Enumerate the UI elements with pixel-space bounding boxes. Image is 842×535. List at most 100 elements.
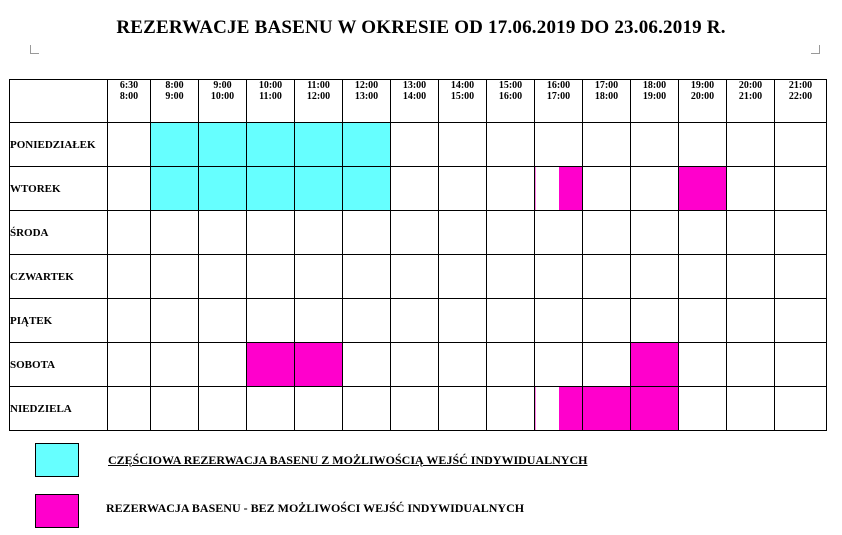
time-slot-end: 8:00 (119, 91, 139, 102)
time-slot-start: 8:00 (165, 80, 184, 91)
time-cell (726, 342, 775, 387)
time-slot-header: 10:00 11:00 (246, 79, 295, 123)
time-cell (438, 342, 487, 387)
margin-mark-left (30, 45, 39, 54)
time-cell (678, 210, 727, 255)
time-cell (678, 386, 727, 431)
time-cell (630, 122, 679, 167)
time-cell (342, 254, 391, 299)
time-cell (534, 210, 583, 255)
day-label: NIEDZIELA (9, 386, 108, 431)
time-cell (726, 298, 775, 343)
time-cell (582, 210, 631, 255)
reservation-table: 6:30 8:00 8:00 9:00 9:00 10:00 10:00 11:00 11:00… (9, 79, 827, 431)
time-cell-partial-reservation (246, 122, 295, 167)
time-slot-header: 8:00 9:00 (150, 79, 199, 123)
legend-swatch-full (35, 494, 79, 528)
time-slot-end: 20:00 (690, 91, 715, 102)
time-slot-start: 18:00 (642, 80, 667, 91)
time-cell (774, 298, 827, 343)
day-label: WTOREK (9, 166, 108, 211)
time-cell (390, 254, 439, 299)
time-cell (342, 386, 391, 431)
time-cell (390, 342, 439, 387)
time-cell (198, 210, 247, 255)
time-cell (438, 298, 487, 343)
time-cell (726, 386, 775, 431)
day-label: SOBOTA (9, 342, 108, 387)
time-cell-full-reservation (630, 342, 679, 387)
time-cell (390, 386, 439, 431)
time-slot-header: 6:30 8:00 (107, 79, 151, 123)
time-cell (198, 386, 247, 431)
time-slot-end: 9:00 (165, 91, 184, 102)
time-cell (107, 386, 151, 431)
legend-swatch-partial (35, 443, 79, 477)
day-label: CZWARTEK (9, 254, 108, 299)
time-slot-start: 10:00 (258, 80, 283, 91)
time-slot-start: 21:00 (788, 80, 813, 91)
time-slot-end: 15:00 (450, 91, 475, 102)
time-cell (107, 342, 151, 387)
time-slot-header: 19:00 20:00 (678, 79, 727, 123)
time-cell-half-full-reservation (534, 166, 583, 211)
time-slot-header: 9:00 10:00 (198, 79, 247, 123)
time-cell (107, 254, 151, 299)
time-cell (150, 298, 199, 343)
time-cell (630, 298, 679, 343)
time-slot-start: 15:00 (498, 80, 523, 91)
time-cell-full-reservation (246, 342, 295, 387)
time-slot-header: 11:00 12:00 (294, 79, 343, 123)
time-cell (534, 342, 583, 387)
time-slot-start: 19:00 (690, 80, 715, 91)
time-slot-end: 12:00 (306, 91, 331, 102)
time-cell (342, 342, 391, 387)
time-cell (630, 166, 679, 211)
time-cell (246, 254, 295, 299)
time-slot-start: 9:00 (213, 80, 232, 91)
time-cell (107, 122, 151, 167)
time-cell (486, 210, 535, 255)
time-cell (294, 254, 343, 299)
time-cell (246, 298, 295, 343)
time-cell (486, 342, 535, 387)
time-cell (774, 122, 827, 167)
time-cell (150, 254, 199, 299)
time-cell (390, 298, 439, 343)
time-slot-start: 13:00 (402, 80, 427, 91)
time-slot-end: 22:00 (788, 91, 813, 102)
time-cell (774, 210, 827, 255)
day-label: PONIEDZIAŁEK (9, 122, 108, 167)
time-cell (582, 342, 631, 387)
time-cell (774, 342, 827, 387)
time-cell-full-reservation (630, 386, 679, 431)
header-corner (9, 79, 108, 123)
time-cell (726, 166, 775, 211)
time-cell (630, 210, 679, 255)
time-cell (486, 386, 535, 431)
time-slot-start: 14:00 (450, 80, 475, 91)
day-row: PIĄTEK (9, 298, 827, 343)
day-row: WTOREK (9, 166, 827, 211)
legend-label-full: REZERWACJA BASENU - BEZ MOŻLIWOŚCI WEJŚĆ… (106, 501, 525, 515)
time-cell-partial-reservation (198, 166, 247, 211)
legend-label-partial: CZĘŚCIOWA REZERWACJA BASENU Z MOŻLIWOŚCI… (108, 453, 588, 467)
time-slot-end: 13:00 (354, 91, 379, 102)
time-slot-header: 20:00 21:00 (726, 79, 775, 123)
time-slot-start: 12:00 (354, 80, 379, 91)
time-cell-partial-reservation (342, 166, 391, 211)
time-cell (198, 342, 247, 387)
time-cell (438, 166, 487, 211)
day-row: SOBOTA (9, 342, 827, 387)
time-cell (630, 254, 679, 299)
time-cell (198, 298, 247, 343)
time-cell (726, 122, 775, 167)
time-cell (390, 210, 439, 255)
time-cell (486, 166, 535, 211)
time-cell-partial-reservation (246, 166, 295, 211)
time-cell (438, 122, 487, 167)
time-cell-partial-reservation (342, 122, 391, 167)
time-cell (294, 386, 343, 431)
time-slot-header: 17:00 18:00 (582, 79, 631, 123)
time-slot-start: 16:00 (546, 80, 571, 91)
